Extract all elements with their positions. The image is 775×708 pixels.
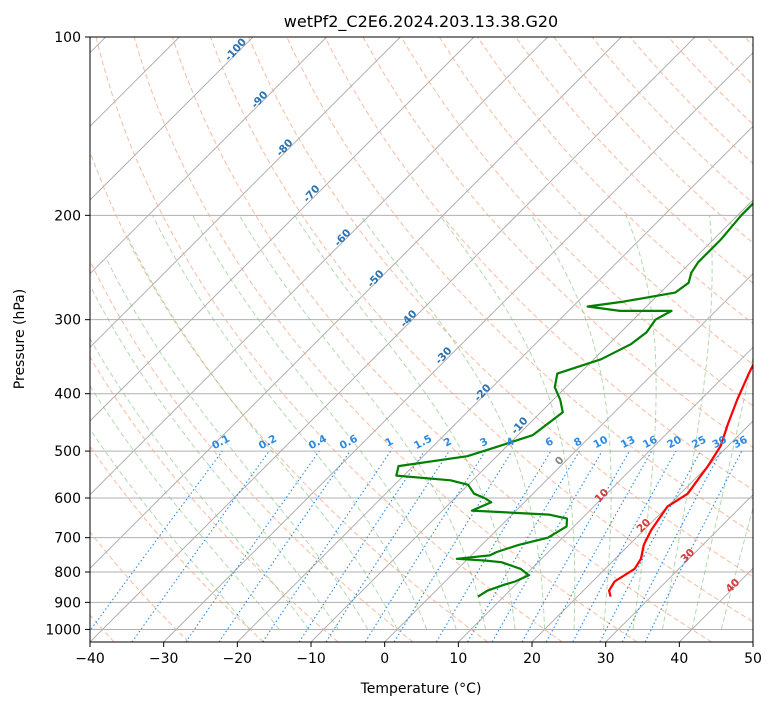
moist-adiabat xyxy=(625,215,657,630)
dry-adiabat xyxy=(248,37,753,578)
isotherm-gridline xyxy=(163,51,753,642)
isotherm-gridline xyxy=(90,37,328,275)
isotherm-gridline xyxy=(605,493,753,642)
isotherm-gridline xyxy=(384,272,753,642)
mixing-ratio-line xyxy=(521,450,630,642)
y-tick-label: 500 xyxy=(54,444,81,460)
dry-adiabat xyxy=(438,37,753,366)
dry-adiabat xyxy=(90,356,339,642)
dry-adiabat xyxy=(90,445,264,642)
moist-adiabat xyxy=(360,215,546,630)
dry-adiabat xyxy=(515,37,753,284)
isotherm-gridline xyxy=(90,37,401,349)
moist-adiabat xyxy=(152,215,428,630)
y-tick-label: 700 xyxy=(54,531,81,547)
mixing-ratio-line xyxy=(644,450,743,642)
dry-adiabat xyxy=(400,37,753,407)
mixing-ratio-line xyxy=(218,450,351,642)
moist-adiabat xyxy=(90,384,280,630)
plot-background xyxy=(90,37,753,642)
dry-adiabat xyxy=(90,531,190,642)
y-tick-label: 800 xyxy=(54,565,81,581)
moist-adiabat xyxy=(127,237,398,630)
dry-adiabat xyxy=(210,37,753,623)
mixing-ratio-line xyxy=(325,450,450,642)
moist-adiabat xyxy=(105,257,369,630)
y-tick-label: 1000 xyxy=(45,622,81,638)
x-tick-label: 40 xyxy=(670,651,688,667)
dry-adiabat xyxy=(133,37,638,642)
mixing-ratio-line xyxy=(545,450,653,642)
moist-adiabat xyxy=(439,215,576,630)
dry-adiabat xyxy=(324,37,753,491)
dry-adiabat xyxy=(171,37,712,642)
y-axis-label: Pressure (hPa) xyxy=(12,289,28,389)
isotherm-gridline xyxy=(90,37,549,496)
moist-adiabat xyxy=(294,215,516,630)
moist-adiabat xyxy=(192,215,457,630)
x-axis-label: Temperature (°C) xyxy=(360,681,482,697)
isotherm-gridline xyxy=(90,37,475,422)
x-tick-label: −30 xyxy=(149,651,179,667)
mixing-ratio-line xyxy=(393,450,513,642)
dry-adiabat xyxy=(90,150,488,642)
y-axis: 100 200 300 400 500 600 700 800 900 1000 xyxy=(45,30,90,638)
chart-title: wetPf2_C2E6.2024.203.13.38.G20 xyxy=(284,12,558,32)
isotherm-gridline xyxy=(90,37,254,201)
isotherm-gridline xyxy=(90,37,622,570)
isotherm-gridline xyxy=(236,125,753,642)
moist-adiabat xyxy=(530,215,612,630)
y-tick-label: 400 xyxy=(54,387,81,403)
y-tick-label: 900 xyxy=(54,595,81,611)
plot-frame xyxy=(89,36,754,643)
y-tick-label: 600 xyxy=(54,491,81,507)
x-tick-label: 30 xyxy=(597,651,615,667)
isotherm-gridline xyxy=(531,420,753,642)
background-lines xyxy=(90,37,753,642)
x-tick-label: −40 xyxy=(75,651,105,667)
y-tick-label: 200 xyxy=(54,208,81,224)
mixing-ratio-line xyxy=(131,450,270,642)
mixing-ratio-line xyxy=(572,450,677,642)
moist-adiabat xyxy=(90,284,339,630)
mixing-ratio-line xyxy=(90,450,223,632)
x-tick-label: 20 xyxy=(523,651,541,667)
dry-adiabat xyxy=(95,37,563,642)
isotherm-gridline xyxy=(752,641,753,642)
moist-adiabat xyxy=(90,428,251,630)
x-tick-label: −20 xyxy=(223,651,253,667)
y-tick-label: 100 xyxy=(54,30,81,46)
mixing-ratio-line xyxy=(262,450,392,642)
x-tick-label: 0 xyxy=(380,651,389,667)
y-tick-label: 300 xyxy=(54,313,81,329)
mixing-ratio-line xyxy=(185,450,320,642)
isotherm-gridline xyxy=(457,346,753,642)
moist-adiabat xyxy=(90,337,310,630)
x-tick-label: 50 xyxy=(744,651,762,667)
moist-adiabat xyxy=(238,215,487,630)
x-tick-label: 10 xyxy=(449,651,467,667)
x-tick-label: −10 xyxy=(296,651,326,667)
dewpoint-profile-line xyxy=(395,202,753,598)
mixing-ratio-line xyxy=(298,450,425,642)
temperature-profile-line xyxy=(608,362,753,597)
profile-lines xyxy=(395,202,753,598)
isotherm-gridline xyxy=(90,37,696,642)
x-axis: −40 −30 −20 −10 0 10 20 30 40 50 xyxy=(75,642,762,667)
dry-adiabat xyxy=(90,259,414,642)
